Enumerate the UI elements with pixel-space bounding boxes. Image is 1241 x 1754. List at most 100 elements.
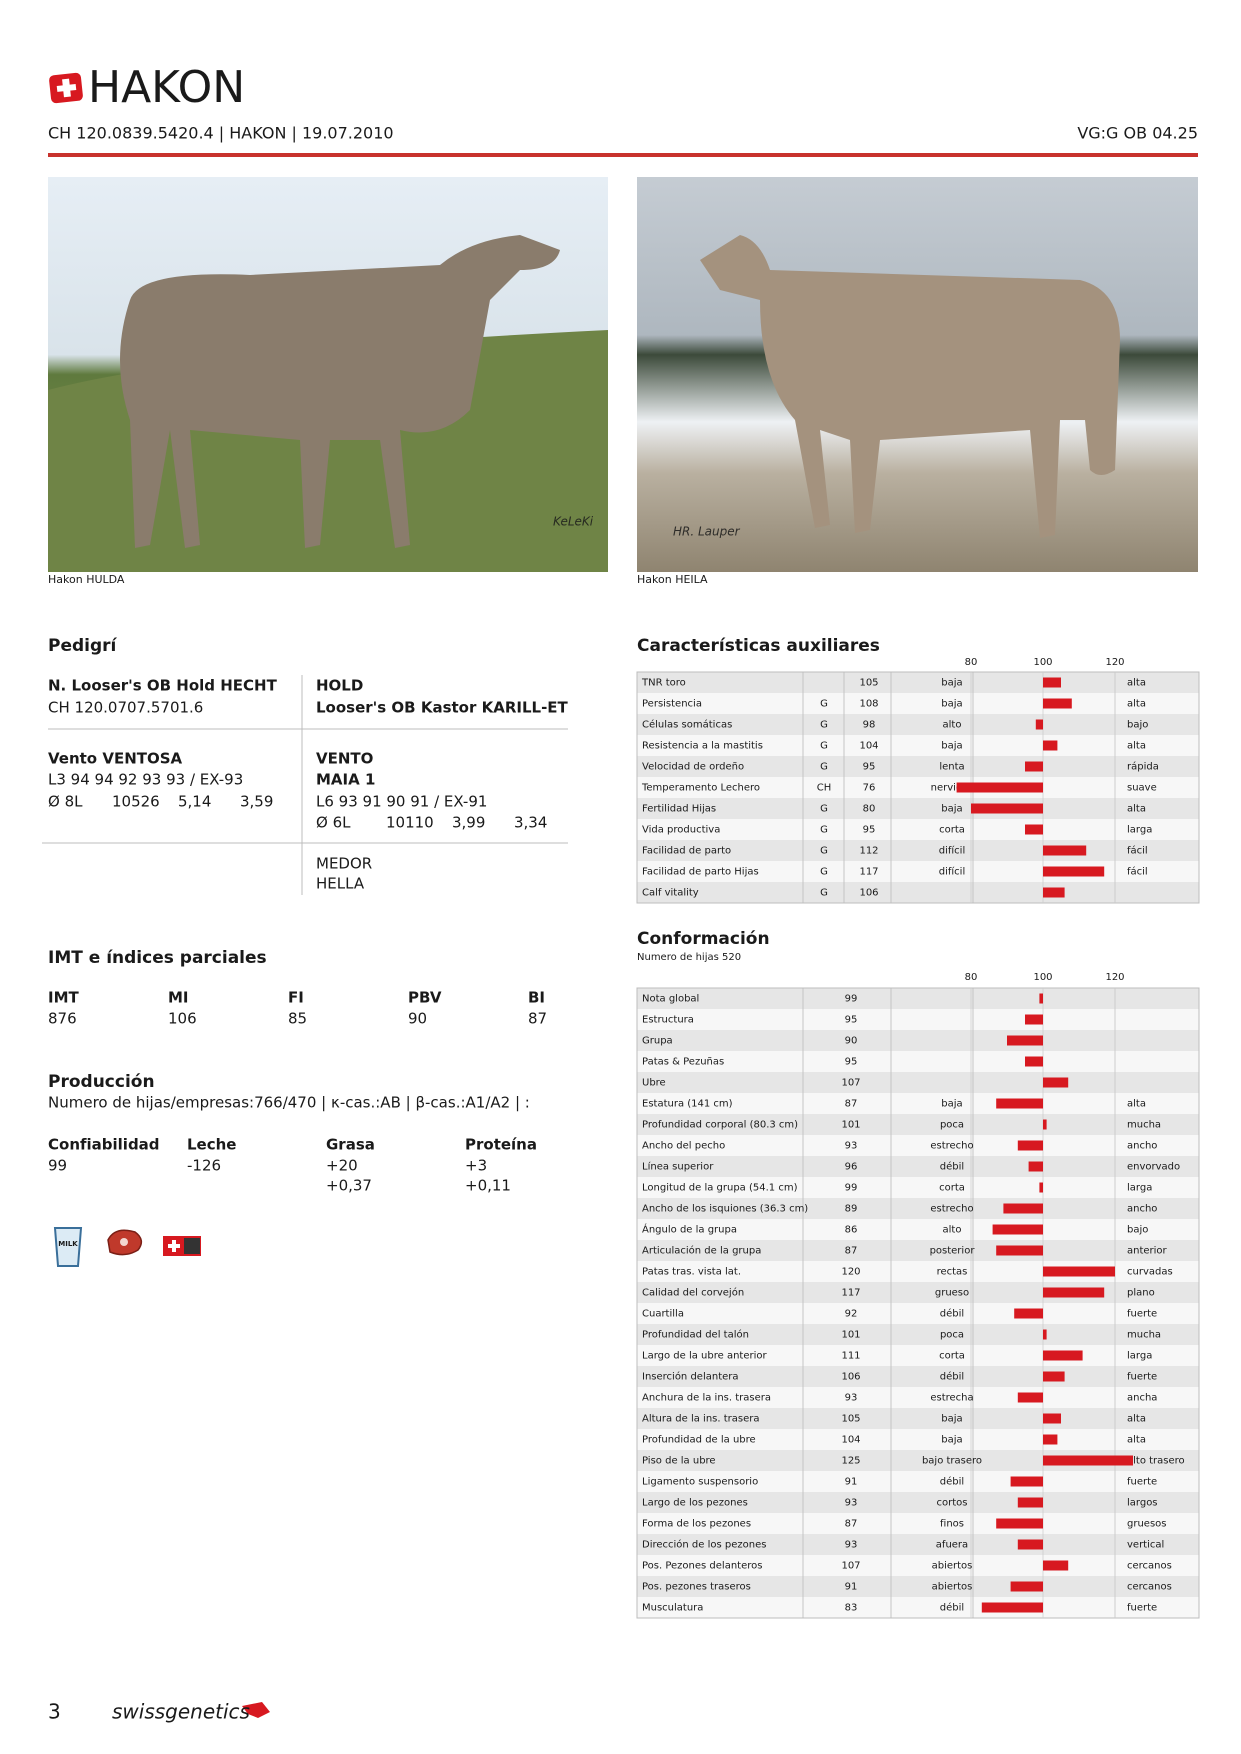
trait-label: Pos. pezones traseros <box>642 1582 751 1593</box>
trait-label: Ancho del pecho <box>642 1141 725 1152</box>
high-label: curvadas <box>1127 1267 1173 1278</box>
trait-label: Altura de la ins. trasera <box>642 1414 760 1425</box>
high-label: ancho <box>1127 1141 1157 1152</box>
table-border <box>636 671 1200 904</box>
pedigree-name: MAIA 1 <box>316 771 375 789</box>
table-row <box>637 1429 1199 1450</box>
high-label: mucha <box>1127 1120 1161 1131</box>
trait-value: 91 <box>845 1582 858 1593</box>
section-title: Características auxiliares <box>637 636 880 656</box>
pedigree-name: MEDOR <box>316 855 372 873</box>
table-row <box>637 1009 1199 1030</box>
low-label: estrecha <box>930 1393 973 1404</box>
high-label: fuerte <box>1127 1477 1157 1488</box>
high-label: larga <box>1127 825 1152 836</box>
trait-label: Facilidad de parto Hijas <box>642 867 759 878</box>
bar <box>1039 1182 1043 1193</box>
trait-label: Forma de los pezones <box>642 1519 751 1530</box>
table-row <box>637 1240 1199 1261</box>
trait-value: 93 <box>845 1498 858 1509</box>
brand: swissgenetics <box>112 1700 250 1724</box>
trait-label: Vida productiva <box>642 825 720 836</box>
production-value: -126 <box>187 1157 221 1175</box>
low-label: baja <box>941 804 962 815</box>
bar <box>1043 677 1061 688</box>
pedigree-perf: 3,34 <box>514 814 547 832</box>
table-row <box>637 1471 1199 1492</box>
low-label: difícil <box>939 866 965 878</box>
trait-label: Ancho de los isquiones (36.3 cm) <box>642 1204 808 1215</box>
scale-tick-label: 80 <box>965 972 978 983</box>
bar <box>1010 1476 1043 1487</box>
high-label: largos <box>1127 1498 1158 1509</box>
low-label: difícil <box>939 845 965 857</box>
pedigree-name: VENTO <box>316 750 373 768</box>
table-row <box>637 672 1199 693</box>
trait-label: Largo de la ubre anterior <box>642 1351 767 1362</box>
section-title: Pedigrí <box>48 636 118 656</box>
low-label: débil <box>940 1371 964 1383</box>
production-label: Confiabilidad <box>48 1136 160 1154</box>
trait-label: Estatura (141 cm) <box>642 1099 733 1110</box>
id-line: CH 120.0839.5420.4 | HAKON | 19.07.2010 <box>48 124 394 143</box>
bar <box>1017 1539 1043 1550</box>
trait-label: Inserción delantera <box>642 1371 739 1383</box>
photo-caption: Hakon HULDA <box>48 573 125 586</box>
pedigree-id: CH 120.0707.5701.6 <box>48 699 203 717</box>
low-label: débil <box>940 1476 964 1488</box>
index-label: FI <box>288 989 304 1007</box>
bar <box>1039 993 1043 1004</box>
high-label: bajo <box>1127 720 1148 731</box>
high-label: fuerte <box>1127 1309 1157 1320</box>
flag-icon <box>49 72 83 104</box>
table-row <box>637 1051 1199 1072</box>
trait-label: Patas tras. vista lat. <box>642 1267 741 1278</box>
trait-value: 101 <box>841 1120 860 1131</box>
high-label: alto trasero <box>1127 1456 1185 1467</box>
trait-label: Grupa <box>642 1036 673 1047</box>
bar <box>1043 1287 1105 1298</box>
high-label: suave <box>1127 783 1157 794</box>
bar <box>1025 1056 1043 1067</box>
section-subtitle: Numero de hijas 520 <box>637 952 741 963</box>
trait-value: 108 <box>859 699 878 710</box>
trait-label: Ubre <box>642 1078 666 1089</box>
trait-value: 125 <box>841 1456 860 1467</box>
scale-tick-label: 100 <box>1033 657 1052 668</box>
high-label: alta <box>1127 804 1146 815</box>
trait-value: 99 <box>845 994 858 1005</box>
high-label: mucha <box>1127 1330 1161 1341</box>
trait-label: Musculatura <box>642 1603 703 1614</box>
trait-value: 111 <box>841 1351 860 1362</box>
trait-value: 89 <box>845 1204 858 1215</box>
photo-left <box>48 177 608 572</box>
bar <box>956 782 1043 793</box>
pedigree-grid <box>42 675 568 895</box>
table-row <box>637 1219 1199 1240</box>
bar <box>981 1602 1043 1613</box>
pedigree-perf: Ø 6L <box>316 814 351 832</box>
source-label: G <box>820 867 828 878</box>
high-label: envorvado <box>1127 1162 1180 1173</box>
low-label: rectas <box>937 1267 968 1278</box>
trait-label: Ligamento suspensorio <box>642 1477 758 1488</box>
table-row <box>637 1303 1199 1324</box>
low-label: poca <box>940 1120 964 1131</box>
trait-label: Células somáticas <box>642 719 732 731</box>
table-row <box>637 1513 1199 1534</box>
trait-value: 106 <box>841 1372 860 1383</box>
table-row <box>637 1156 1199 1177</box>
index-value: 106 <box>168 1010 197 1028</box>
low-label: abiertos <box>932 1561 973 1572</box>
low-label: lenta <box>939 762 964 773</box>
pedigree-perf: 10526 <box>112 793 160 811</box>
pedigree-name: Vento VENTOSA <box>48 750 183 768</box>
bar <box>1014 1308 1043 1319</box>
table-row <box>637 1072 1199 1093</box>
pedigree-name: Looser's OB Kastor KARILL-ET <box>316 699 569 717</box>
table-row <box>637 1345 1199 1366</box>
source-label: G <box>820 720 828 731</box>
high-label: fuerte <box>1127 1603 1157 1614</box>
high-label: bajo <box>1127 1225 1148 1236</box>
low-label: baja <box>941 741 962 752</box>
